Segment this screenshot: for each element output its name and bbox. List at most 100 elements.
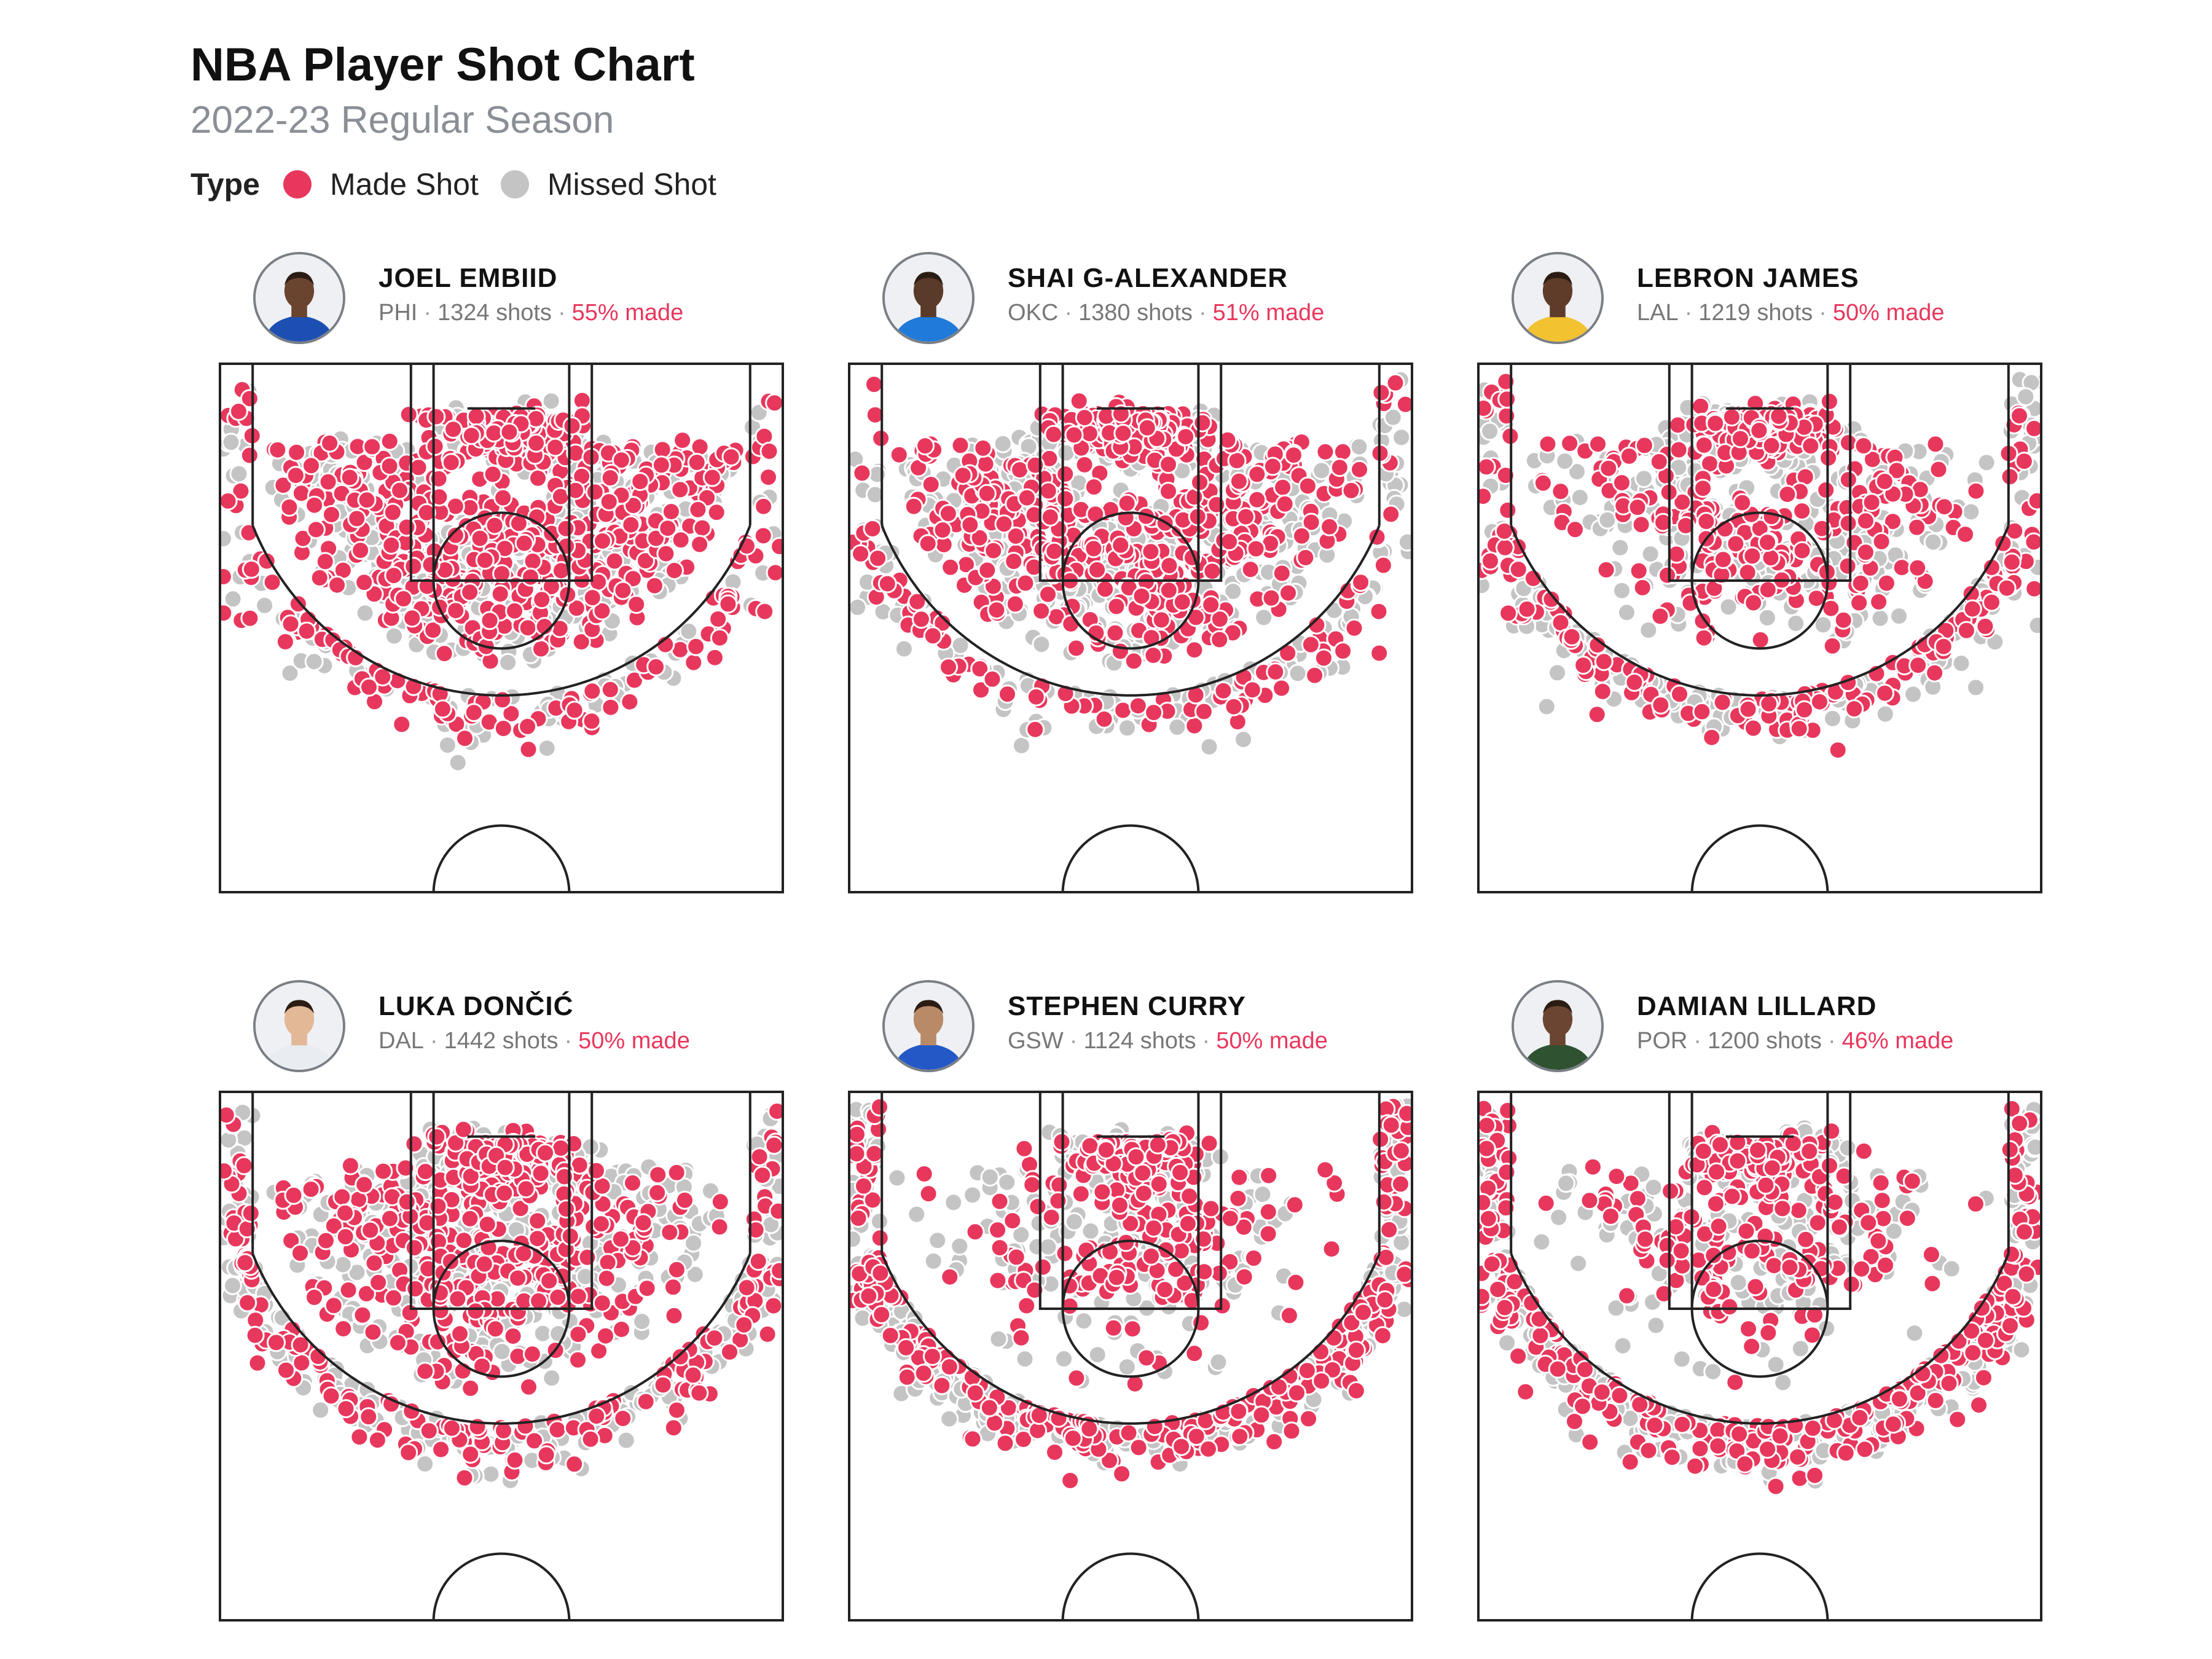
made-shot-point [1907,517,1927,537]
made-shot-point [286,466,305,485]
made-shot-point [1619,446,1639,466]
made-shot-point [1301,512,1321,532]
court-svg [848,363,1413,893]
made-shot-point [1111,535,1131,555]
made-shot-point [501,704,521,723]
made-shot-point [528,468,547,488]
legend: Type Made Shot Missed Shot [190,165,739,204]
missed-shot-point [481,1464,501,1484]
made-shot-point [684,653,704,672]
made-shot-point [1141,542,1161,562]
made-shot-point [863,519,882,538]
made-shot-point [1792,501,1812,521]
made-shot-point [357,490,377,510]
made-shot-point [444,420,463,439]
made-shot-point [690,535,710,554]
made-shot-point [399,405,418,425]
made-shot-point [1634,436,1654,455]
made-shot-point [1819,391,1839,411]
shot-points [1477,370,2042,760]
made-shot-point [417,503,436,522]
made-shot-point [287,442,307,462]
made-shot-point [1560,434,1580,453]
made-shot-point [1038,584,1057,604]
made-shot-point [240,389,259,409]
made-shot-point [1004,552,1024,571]
player-shot-count: 1442 shots [444,1028,559,1054]
made-shot-point [1266,662,1285,681]
made-shot-point [219,603,233,623]
made-shot-point [425,437,445,456]
made-shot-point [1966,481,1986,501]
made-shot-point [1214,681,1233,700]
made-shot-point [1477,457,1496,477]
made-shot-point [355,453,374,473]
made-shot-point [688,500,708,519]
made-shot-point [390,480,410,500]
made-shot-point [1649,452,1669,471]
made-shot-point [661,502,681,522]
made-shot-point [318,472,338,492]
made-shot-point [960,515,980,535]
made-shot-point [1633,578,1652,597]
missed-shot-point [679,621,699,641]
missed-shot-point [437,735,457,755]
player-shot-count: 1380 shots [1078,300,1193,326]
made-shot-point [1113,423,1133,443]
made-shot-point [889,445,909,465]
made-shot-point [630,472,650,492]
made-shot-point [280,497,299,517]
made-shot-point [692,518,712,538]
made-shot-point [1676,516,1695,535]
made-shot-point [483,465,503,484]
missed-shot-point [894,639,914,659]
made-shot-point [933,613,952,633]
missed-shot-point [1889,606,1909,626]
made-shot-point [392,715,412,734]
made-shot-point [718,594,738,614]
made-shot-point [1801,436,1821,456]
made-shot-point [1024,557,1044,577]
shot-court [848,363,1413,893]
missed-shot-point [219,529,233,549]
missed-shot-point [229,464,249,484]
free-throw-circle [1690,511,1829,650]
missed-shot-point [685,1265,705,1284]
made-shot-point [532,590,552,610]
free-throw-circle [432,511,571,650]
made-shot-point [754,496,774,516]
made-shot-point [1128,696,1148,716]
made-shot-point [455,729,474,748]
made-shot-point [953,466,973,485]
missed-shot-point [1904,684,1923,704]
made-shot-point [877,574,897,594]
missed-shot-point [2028,616,2042,635]
player-stats: OKC · 1380 shots · 51% made [1008,300,1324,326]
made-shot-point [495,539,515,559]
made-shot-point [1350,460,1369,479]
made-shot-point [667,1163,686,1182]
made-shot-point [1316,442,1335,461]
made-shot-point [658,519,678,538]
court-svg [219,363,784,893]
player-team: LAL [1637,300,1679,326]
made-shot-point [1834,610,1853,630]
made-shot-point [240,445,259,465]
made-shot-point [1982,592,2001,612]
made-shot-point [976,454,995,474]
made-shot-point [707,503,726,522]
missed-shot-point [1398,532,1413,552]
missed-shot-point [492,1342,512,1362]
made-shot-point [546,437,565,457]
made-shot-point [262,573,282,592]
made-shot-point [582,681,602,701]
made-shot-point [565,1454,584,1474]
made-shot-point [1762,436,1781,455]
made-shot-point [1517,599,1537,619]
made-shot-point [409,458,428,477]
missed-shot-point [355,603,375,623]
legend-title: Type [190,167,260,202]
missed-shot-point [1951,654,1971,673]
made-shot-point [1631,515,1651,535]
made-shot-point [1758,533,1777,552]
